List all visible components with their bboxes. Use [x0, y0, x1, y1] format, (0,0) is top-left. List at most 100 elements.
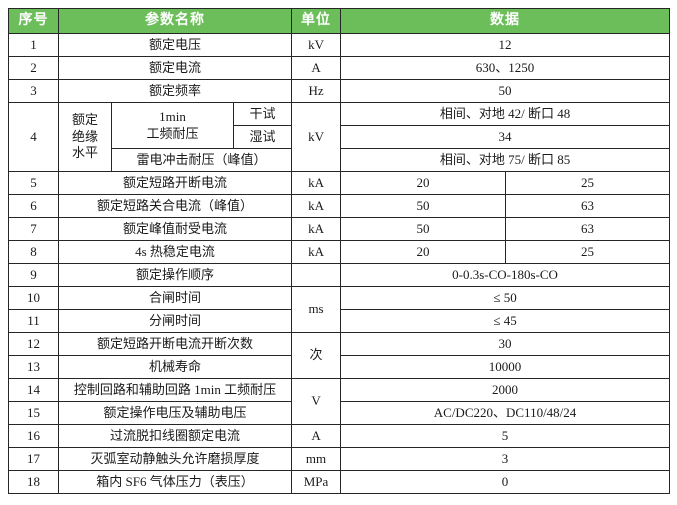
row9-unit — [291, 263, 342, 287]
row4-freq-withstand-label: 1min 工频耐压 — [111, 102, 234, 149]
table-row-12: 12 额定短路开断电流开断次数 次 30 — [8, 332, 671, 379]
row15-name: 额定操作电压及辅助电压 — [57, 401, 293, 425]
row7-data-a: 50 — [340, 217, 507, 241]
row18-name: 箱内 SF6 气体压力（表压） — [57, 470, 293, 494]
row1-name: 额定电压 — [57, 33, 293, 57]
row10-data: ≤ 50 — [340, 286, 671, 310]
row7-unit: kA — [291, 217, 342, 241]
row6-data-b: 63 — [505, 194, 671, 218]
header-name: 参数名称 — [57, 8, 293, 34]
row18-unit: MPa — [291, 470, 342, 494]
table-row-1: 1 额定电压 kV 12 — [8, 33, 671, 57]
row17-no: 17 — [8, 447, 59, 471]
spec-table: 序号 参数名称 单位 数据 1 额定电压 kV 12 2 额定电流 A 630、… — [8, 8, 671, 494]
row11-data: ≤ 45 — [340, 309, 671, 333]
row2-data: 630、1250 — [340, 56, 671, 80]
header-no: 序号 — [8, 8, 59, 34]
row14-data: 2000 — [340, 378, 671, 402]
row18-data: 0 — [340, 470, 671, 494]
row8-data-b: 25 — [505, 240, 671, 264]
table-row-17: 17 灭弧室动静触头允许磨损厚度 mm 3 — [8, 447, 671, 471]
row13-data: 10000 — [340, 355, 671, 379]
table-row-4b: 湿试 34 — [9, 125, 671, 149]
row6-unit: kA — [291, 194, 342, 218]
row5-unit: kA — [291, 171, 342, 195]
row10-11-unit: ms — [291, 286, 342, 333]
row2-name: 额定电流 — [57, 56, 293, 80]
row11-name: 分闸时间 — [57, 309, 293, 333]
row12-name: 额定短路开断电流开断次数 — [57, 332, 293, 356]
row5-data-b: 25 — [505, 171, 671, 195]
row2-unit: A — [291, 56, 342, 80]
row4-no: 4 — [8, 102, 59, 172]
row15-no: 15 — [8, 401, 59, 425]
row5-data-a: 20 — [340, 171, 507, 195]
table-row-4a: 4 额定 绝缘 水平 1min 工频耐压 干试 kV 相间、对地 42/ 断口 … — [8, 102, 671, 172]
row9-no: 9 — [8, 263, 59, 287]
table-row-16: 16 过流脱扣线圈额定电流 A 5 — [8, 424, 671, 448]
table-row-18: 18 箱内 SF6 气体压力（表压） MPa 0 — [8, 470, 671, 494]
row4-unit: kV — [291, 102, 342, 172]
table-row-14: 14 控制回路和辅助回路 1min 工频耐压 V 2000 — [8, 378, 671, 425]
spec-sheet: 序号 参数名称 单位 数据 1 额定电压 kV 12 2 额定电流 A 630、… — [8, 8, 671, 494]
row17-data: 3 — [340, 447, 671, 471]
table-row-6: 6 额定短路关合电流（峰值） kA 50 63 — [8, 194, 671, 218]
row16-name: 过流脱扣线圈额定电流 — [57, 424, 293, 448]
table-row-15: 15 额定操作电压及辅助电压 AC/DC220、DC110/48/24 — [8, 401, 671, 425]
row5-no: 5 — [8, 171, 59, 195]
row14-no: 14 — [8, 378, 59, 402]
row13-name: 机械寿命 — [57, 355, 293, 379]
table-row-2: 2 额定电流 A 630、1250 — [8, 56, 671, 80]
row4-dry-data: 相间、对地 42/ 断口 48 — [340, 102, 671, 126]
row2-no: 2 — [8, 56, 59, 80]
row7-name: 额定峰值耐受电流 — [57, 217, 293, 241]
row14-15-unit: V — [291, 378, 342, 425]
row3-no: 3 — [8, 79, 59, 103]
row12-no: 12 — [8, 332, 59, 356]
row4-impulse-label: 雷电冲击耐压（峰值） — [110, 148, 293, 172]
row18-no: 18 — [8, 470, 59, 494]
table-row-3: 3 额定频率 Hz 50 — [8, 79, 671, 103]
row11-no: 11 — [8, 309, 59, 333]
row4-group-label: 额定 绝缘 水平 — [58, 102, 112, 172]
table-row-9: 9 额定操作顺序 0-0.3s-CO-180s-CO — [8, 263, 671, 287]
row6-data-a: 50 — [340, 194, 507, 218]
row16-no: 16 — [8, 424, 59, 448]
row5-name: 额定短路开断电流 — [57, 171, 293, 195]
table-row-7: 7 额定峰值耐受电流 kA 50 63 — [8, 217, 671, 241]
row14-name: 控制回路和辅助回路 1min 工频耐压 — [57, 378, 293, 402]
table-row-10: 10 合闸时间 ms ≤ 50 — [8, 286, 671, 333]
row9-name: 额定操作顺序 — [57, 263, 293, 287]
row1-no: 1 — [8, 33, 59, 57]
row8-data-a: 20 — [340, 240, 507, 264]
row6-name: 额定短路关合电流（峰值） — [57, 194, 293, 218]
row3-data: 50 — [340, 79, 671, 103]
header-data: 数据 — [340, 8, 671, 34]
header-unit: 单位 — [291, 8, 342, 34]
row16-unit: A — [291, 424, 342, 448]
row7-no: 7 — [8, 217, 59, 241]
row12-data: 30 — [340, 332, 671, 356]
row7-data-b: 63 — [505, 217, 671, 241]
row1-data: 12 — [340, 33, 671, 57]
row17-unit: mm — [291, 447, 342, 471]
row3-name: 额定频率 — [57, 79, 293, 103]
row10-no: 10 — [8, 286, 59, 310]
row6-no: 6 — [8, 194, 59, 218]
table-row-5: 5 额定短路开断电流 kA 20 25 — [8, 171, 671, 195]
table-row-11: 11 分闸时间 ≤ 45 — [8, 309, 671, 333]
table-row-4c: 雷电冲击耐压（峰值） 相间、对地 75/ 断口 85 — [9, 148, 671, 172]
row1-unit: kV — [291, 33, 342, 57]
row8-name: 4s 热稳定电流 — [57, 240, 293, 264]
row4-wet-data: 34 — [340, 125, 671, 149]
row13-no: 13 — [8, 355, 59, 379]
row15-data: AC/DC220、DC110/48/24 — [340, 401, 671, 425]
row12-13-unit: 次 — [291, 332, 342, 379]
row8-unit: kA — [291, 240, 342, 264]
row4-wet-label: 湿试 — [232, 125, 293, 149]
table-row-8: 8 4s 热稳定电流 kA 20 25 — [8, 240, 671, 264]
row3-unit: Hz — [291, 79, 342, 103]
row10-name: 合闸时间 — [57, 286, 293, 310]
row4-impulse-data: 相间、对地 75/ 断口 85 — [340, 148, 671, 172]
row9-data: 0-0.3s-CO-180s-CO — [340, 263, 671, 287]
